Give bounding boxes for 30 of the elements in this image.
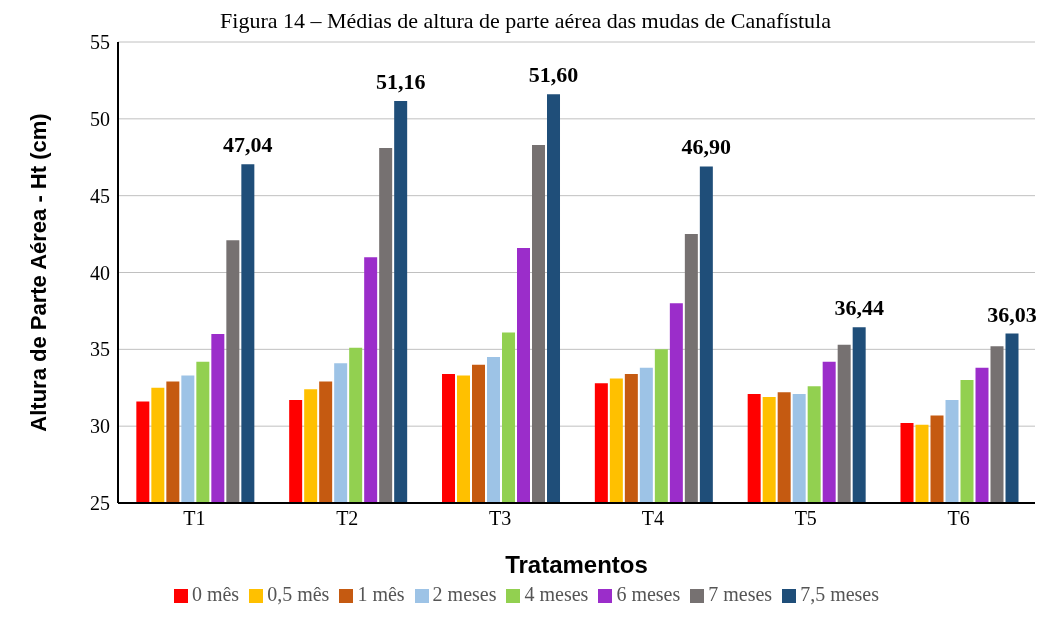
chart-title: Figura 14 – Médias de altura de parte aérea das mudas de Canafístula xyxy=(220,8,831,33)
y-tick-label: 50 xyxy=(90,107,110,130)
legend-label: 2 meses xyxy=(432,583,497,605)
y-tick-label: 30 xyxy=(90,415,110,438)
y-tick-label: 35 xyxy=(90,338,110,361)
legend-label: 0,5 mês xyxy=(267,583,330,605)
data-label: 36,44 xyxy=(834,295,884,321)
y-tick-label: 25 xyxy=(90,492,110,515)
y-axis-title: Altura de Parte Aérea - Ht (cm) xyxy=(25,113,51,432)
legend-label: 1 mês xyxy=(357,583,405,605)
x-tick-label: T3 xyxy=(488,507,512,530)
y-tick-label: 40 xyxy=(90,261,110,284)
legend-label: 0 mês xyxy=(191,583,240,605)
legend-label: 7 meses xyxy=(708,583,773,605)
legend-label: 6 meses xyxy=(616,583,681,605)
x-tick-label: T6 xyxy=(947,507,970,530)
x-tick-label: T5 xyxy=(794,507,817,530)
legend-label: 7,5 meses xyxy=(800,583,880,605)
x-tick-label: T1 xyxy=(183,507,206,530)
data-label: 51,16 xyxy=(375,69,426,95)
y-tick-label: 55 xyxy=(90,31,110,54)
y-tick-label: 45 xyxy=(90,184,110,207)
data-label: 46,90 xyxy=(681,134,732,160)
data-label: 51,60 xyxy=(528,62,579,88)
data-label: 36,03 xyxy=(987,301,1037,327)
legend-label: 4 meses xyxy=(524,583,589,605)
x-axis-title: Tratamentos xyxy=(505,551,648,578)
data-label: 47,04 xyxy=(223,132,273,158)
x-tick-label: T4 xyxy=(641,507,665,530)
x-tick-label: T2 xyxy=(336,507,359,530)
